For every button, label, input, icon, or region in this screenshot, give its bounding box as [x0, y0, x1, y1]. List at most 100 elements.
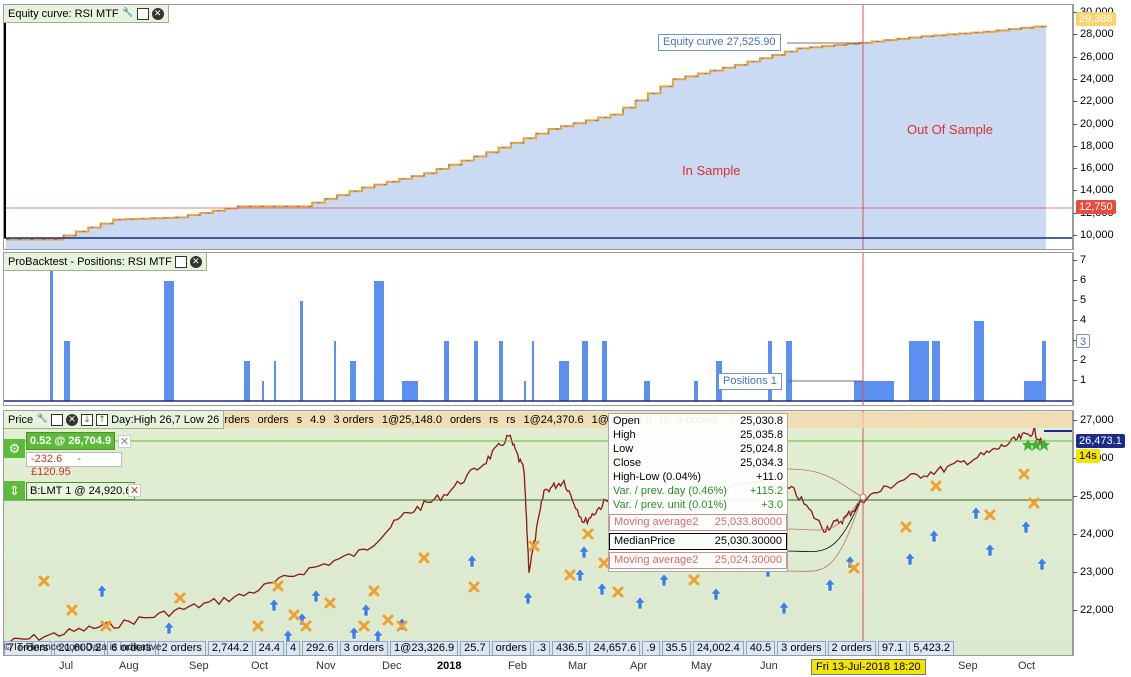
infobox-label: High	[613, 429, 636, 441]
exit-cross-icon	[418, 552, 430, 564]
buy-order-icon[interactable]: ↑	[96, 413, 109, 426]
buy-arrow-icon	[163, 621, 175, 635]
ohlc-infobox: Open 25,030.8 High 25,035.8 Low 25,024.8 Close…	[608, 413, 788, 572]
infobox-row: Var. / prev. unit (0.01%) +3.0	[609, 498, 787, 512]
order-label[interactable]: 24,657.6	[589, 641, 641, 655]
price-axis-tick: 25,000	[1073, 490, 1114, 502]
position-bar	[64, 341, 70, 401]
order-label[interactable]: 3 orders	[777, 641, 826, 655]
order-label[interactable]: 2 orders	[827, 641, 876, 655]
close-icon[interactable]: ✕	[151, 7, 164, 20]
maximize-icon[interactable]	[174, 255, 187, 268]
order-label[interactable]: 4	[286, 641, 301, 655]
infobox-row: Low 25,024.8	[609, 442, 787, 456]
close-icon[interactable]: ✕	[66, 413, 79, 426]
exit-cross-icon	[100, 620, 112, 632]
sell-order-icon[interactable]: ↓	[81, 413, 94, 426]
order-label[interactable]: rs	[489, 414, 499, 426]
close-position-icon[interactable]: ✕	[118, 435, 131, 448]
infobox-value: +3.0	[761, 499, 783, 511]
order-label[interactable]: orders	[449, 414, 482, 426]
in-sample-label: In Sample	[682, 163, 741, 178]
star-marker-icon	[1030, 439, 1042, 451]
order-label[interactable]: 25.7	[460, 641, 490, 655]
pending-order-box[interactable]: B:LMT 1 @ 24,920.6	[26, 482, 136, 500]
order-label[interactable]: .3	[532, 641, 550, 655]
maximize-icon[interactable]	[136, 7, 149, 20]
infobox-value: +115.2	[749, 485, 783, 497]
price-panel-header: Price 🔧 ✕ ↓ ↑ Day:High 26,7 Low 26	[4, 411, 225, 429]
time-axis[interactable]: JulAugSepOctNovDec2018FebMarAprMayJunJul…	[3, 657, 1073, 677]
position-settings-icon[interactable]: ⚙	[4, 439, 25, 458]
exit-cross-icon	[382, 614, 394, 626]
exit-cross-icon	[598, 557, 610, 569]
indicator-value: 25,033.80000	[714, 516, 782, 528]
buy-arrow-icon	[904, 552, 916, 566]
order-label[interactable]: 40.5	[745, 641, 776, 655]
price-axis[interactable]: 27,00026,00025,00024,00023,00022,00026,4…	[1073, 410, 1131, 656]
order-label[interactable]: 35.5	[661, 641, 691, 655]
equity-axis-tick: 18,000	[1073, 139, 1114, 152]
time-axis-label: Jul	[59, 660, 74, 672]
equity-price-axis[interactable]: 30,00028,00026,00024,00022,00020,00018,0…	[1073, 4, 1131, 250]
position-bar	[602, 341, 607, 401]
exit-cross-icon	[38, 575, 50, 587]
wrench-icon[interactable]: 🔧	[122, 7, 134, 18]
positions-axis[interactable]: 76543213	[1072, 252, 1131, 406]
indicator-label: MedianPrice	[614, 535, 676, 547]
order-label[interactable]: 4.9	[310, 414, 326, 426]
infobox-label: Open	[613, 415, 640, 427]
order-label[interactable]: orders	[257, 414, 289, 426]
equity-axis-tick: 22,000	[1073, 95, 1114, 108]
order-label[interactable]: 2,744.2	[207, 641, 253, 655]
position-bar	[768, 341, 772, 401]
order-label[interactable]: .9	[642, 641, 660, 655]
infobox-row: Var. / prev. day (0.46%) +115.2	[609, 484, 787, 498]
order-label[interactable]: 3 orders	[333, 414, 374, 426]
equity-line	[6, 25, 1047, 241]
price-axis-tick: 23,000	[1073, 566, 1114, 578]
order-label[interactable]: rs	[506, 414, 516, 426]
order-label[interactable]: 3 orders	[339, 641, 389, 655]
order-label[interactable]: orders	[218, 414, 250, 426]
exit-cross-icon	[582, 528, 594, 540]
exit-cross-icon	[358, 620, 370, 632]
equity-callout: Equity curve 27,525.90	[658, 34, 781, 51]
order-label[interactable]: 97.1	[877, 641, 908, 655]
order-label[interactable]: 5,423.2	[909, 641, 955, 655]
order-label[interactable]: 1@25,148.0	[381, 414, 442, 426]
infobox-row: Close 25,034.3	[609, 456, 787, 470]
order-label[interactable]: 436.5	[551, 641, 588, 655]
wrench-icon[interactable]: 🔧	[36, 413, 48, 424]
buy-arrow-icon	[348, 626, 360, 640]
close-icon[interactable]: ✕	[189, 255, 202, 268]
maximize-icon[interactable]	[51, 413, 64, 426]
cursor-date-label: Fri 13-Jul-2018 18:20	[811, 659, 926, 675]
positions-axis-tick: 4	[1072, 314, 1087, 326]
order-label[interactable]: orders	[491, 641, 531, 655]
indicator-value: 25,024.30000	[714, 554, 782, 566]
order-label[interactable]: 1@23,326.9	[390, 641, 459, 655]
out-of-sample-label: Out Of Sample	[907, 122, 993, 137]
open-position-box[interactable]: 0.52 @ 26,704.9	[26, 432, 116, 450]
cancel-order-icon[interactable]: ✕	[128, 484, 141, 497]
order-label[interactable]: 24.4	[254, 641, 285, 655]
indicator-label: Moving average2	[614, 554, 699, 566]
buy-arrow-icon	[970, 506, 982, 520]
order-label[interactable]: 1@24,370.6	[523, 414, 584, 426]
order-label[interactable]: 21,600.2	[54, 641, 106, 655]
exit-cross-icon	[66, 604, 78, 616]
order-label[interactable]: 7 orders	[4, 641, 53, 655]
order-label[interactable]: s	[296, 414, 303, 426]
position-bar	[559, 361, 569, 401]
order-label[interactable]: 24,002.4	[692, 641, 744, 655]
buy-arrow-icon	[984, 543, 996, 557]
order-label[interactable]: 2 orders	[157, 641, 206, 655]
equity-area	[6, 25, 1046, 249]
time-axis-label: Apr	[630, 660, 648, 672]
time-axis-label: Oct	[251, 660, 269, 672]
order-settings-icon[interactable]: ⇕	[4, 481, 25, 500]
buy-arrow-icon	[522, 591, 534, 605]
order-label[interactable]: 292.6	[302, 641, 338, 655]
order-label[interactable]: 6 orders	[107, 641, 156, 655]
